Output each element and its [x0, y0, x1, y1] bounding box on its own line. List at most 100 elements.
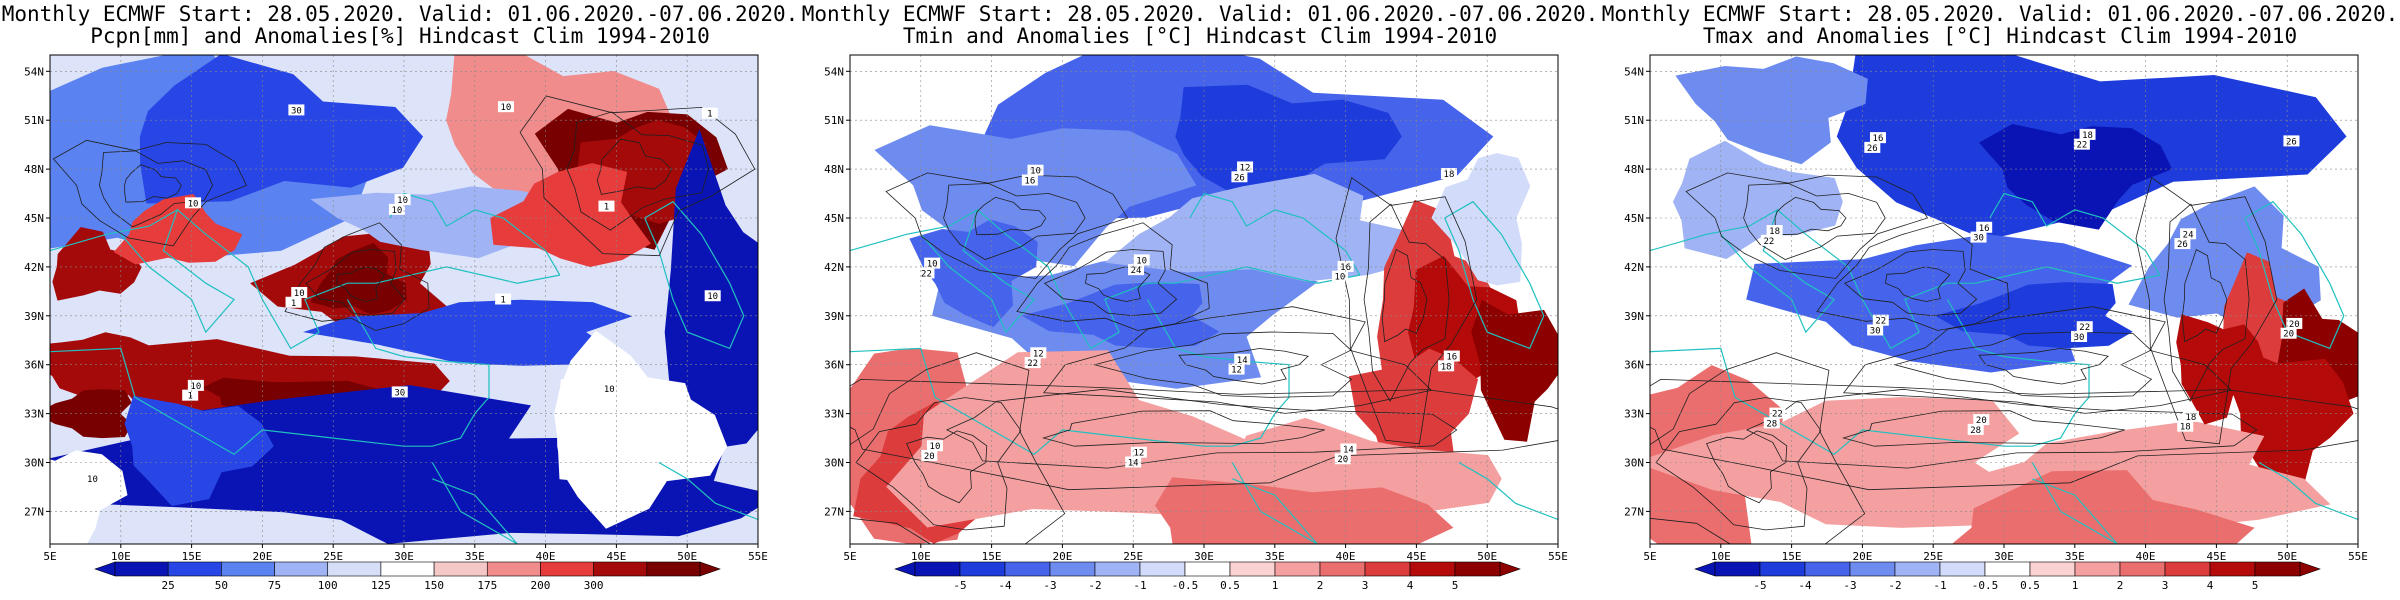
- contour-label-box: [1443, 350, 1460, 362]
- contour-label: 10: [707, 292, 718, 302]
- contour-label: 26: [2177, 240, 2188, 250]
- longitude-label: 10E: [1711, 550, 1731, 563]
- colorbar-swatch: [2209, 561, 2256, 577]
- colorbar-tick-label: -3: [1843, 579, 1856, 592]
- colorbar-tick-label: 4: [1407, 579, 1414, 592]
- panel-title-line2: Tmax and Anomalies [°C] Hindcast Clim 19…: [1702, 24, 2298, 48]
- contour-label: 14: [1237, 356, 1248, 366]
- contour-label-box: [924, 257, 941, 269]
- contour-label-box: [1128, 264, 1145, 276]
- contour-label-box: [185, 197, 202, 209]
- panel-title-line1: Monthly ECMWF Start: 28.05.2020. Valid: …: [801, 2, 1599, 26]
- colorbar-swatch: [1849, 561, 1896, 577]
- contour-label-box: [2182, 410, 2199, 422]
- panel-title-line1: Monthly ECMWF Start: 28.05.2020. Valid: …: [1601, 2, 2399, 26]
- contour-label-box: [182, 389, 199, 401]
- colorbar-tick-label: -3: [1043, 579, 1056, 592]
- latitude-label: 33N: [24, 408, 44, 421]
- colorbar-tick-label: 1: [1272, 579, 1279, 592]
- contour-label-box: [1133, 254, 1150, 266]
- contour-label: 10: [1335, 273, 1346, 283]
- anomaly-region: [52, 227, 142, 301]
- contour-label-box: [1769, 407, 1786, 419]
- contour-label: 26: [2286, 137, 2297, 147]
- colorbar-swatch: [1229, 561, 1276, 577]
- anomaly-region: [1021, 282, 1220, 349]
- longitude-label: 25E: [323, 550, 343, 563]
- contour-label: 10: [927, 260, 938, 270]
- contour-label: 16: [1340, 263, 1351, 273]
- colorbar-tick-label: 125: [371, 579, 391, 592]
- contour-label: 20: [2283, 330, 2294, 340]
- longitude-label: 45E: [2206, 550, 2226, 563]
- contour-label: 26: [1867, 144, 1878, 154]
- latitude-label: 51N: [1624, 114, 1644, 127]
- anomaly-region: [577, 120, 707, 224]
- colorbar-tick-label: 4: [2207, 579, 2214, 592]
- anomaly-region: [113, 194, 243, 265]
- contour-label-box: [2180, 228, 2197, 240]
- anomaly-region: [490, 163, 651, 267]
- longitude-label: 35E: [2065, 550, 2085, 563]
- longitude-label: 10E: [111, 550, 131, 563]
- latitude-label: 36N: [24, 359, 44, 372]
- colorbar-tick-label: 2: [2117, 579, 2124, 592]
- colorbar-swatch: [2029, 561, 2076, 577]
- contour-label-box: [601, 383, 618, 395]
- colorbar-swatch: [167, 561, 222, 577]
- colorbar-swatch: [2254, 561, 2301, 577]
- contour-label: 10: [391, 206, 402, 216]
- anomaly-region: [909, 219, 1038, 328]
- latitude-label: 42N: [824, 261, 844, 274]
- colorbar-swatch: [486, 561, 541, 577]
- contour-label: 18: [2185, 413, 2196, 423]
- latitude-label: 33N: [824, 408, 844, 421]
- colorbar-swatch: [2119, 561, 2166, 577]
- contour-label-box: [598, 200, 615, 212]
- precipitation-anomaly-map: 10101010101010103030111111054N51N48N45N4…: [24, 54, 768, 592]
- colorbar-tick-label: 5: [2252, 579, 2259, 592]
- tmin-anomaly-map: 1012101214161010121416182022242620182216…: [824, 54, 1568, 592]
- colorbar-swatch: [1364, 561, 1411, 577]
- contour-label-box: [2280, 327, 2297, 339]
- latitude-label: 45N: [824, 212, 844, 225]
- contour-label-box: [291, 286, 308, 298]
- contour-label-box: [285, 296, 302, 308]
- latitude-label: 51N: [824, 114, 844, 127]
- contour-label: 28: [1766, 419, 1777, 429]
- colorbar-swatch: [1454, 561, 1501, 577]
- contour-label: 24: [2183, 230, 2194, 240]
- anomaly-region: [1104, 173, 1426, 282]
- contour-label: 10: [1030, 167, 1041, 177]
- contour-label-box: [921, 449, 938, 461]
- longitude-label: 20E: [1852, 550, 1872, 563]
- colorbar-swatch: [1804, 561, 1851, 577]
- contour-label: 10: [190, 382, 201, 392]
- colorbar-tick-label: 5: [1452, 579, 1459, 592]
- colorbar-swatch: [433, 561, 488, 577]
- latitude-label: 30N: [824, 457, 844, 470]
- tmax-anomaly-map: 2222161818201816202224262830302218202226…: [1624, 54, 2368, 592]
- contour-label-box: [2079, 128, 2096, 140]
- contour-label: 16: [1979, 224, 1990, 234]
- contour-label: 16: [1024, 177, 1035, 187]
- contour-label-box: [1334, 453, 1351, 465]
- contour-label: 1: [291, 299, 296, 309]
- colorbar-swatch: [1984, 561, 2031, 577]
- colorbar-swatch: [327, 561, 382, 577]
- colorbar-tick-label: -5: [1753, 579, 1766, 592]
- contour-label-box: [288, 104, 305, 116]
- contour-label-box: [1973, 414, 1990, 426]
- contour-label: 1: [187, 392, 192, 402]
- panel-title-line1: Monthly ECMWF Start: 28.05.2020. Valid: …: [1, 2, 799, 26]
- anomaly-region: [1431, 153, 1531, 286]
- latitude-label: 45N: [24, 212, 44, 225]
- contour-label-box: [1970, 231, 1987, 243]
- contour-label: 22: [2079, 323, 2090, 333]
- anomaly-field: 1012101214161010121416182022242620182216…: [850, 55, 1558, 544]
- panel-title-line2: Tmin and Anomalies [°C] Hindcast Clim 19…: [902, 24, 1498, 48]
- longitude-label: 5E: [1643, 550, 1656, 563]
- longitude-label: 40E: [536, 550, 556, 563]
- contour-label: 10: [1136, 256, 1147, 266]
- colorbar-swatch: [1004, 561, 1051, 577]
